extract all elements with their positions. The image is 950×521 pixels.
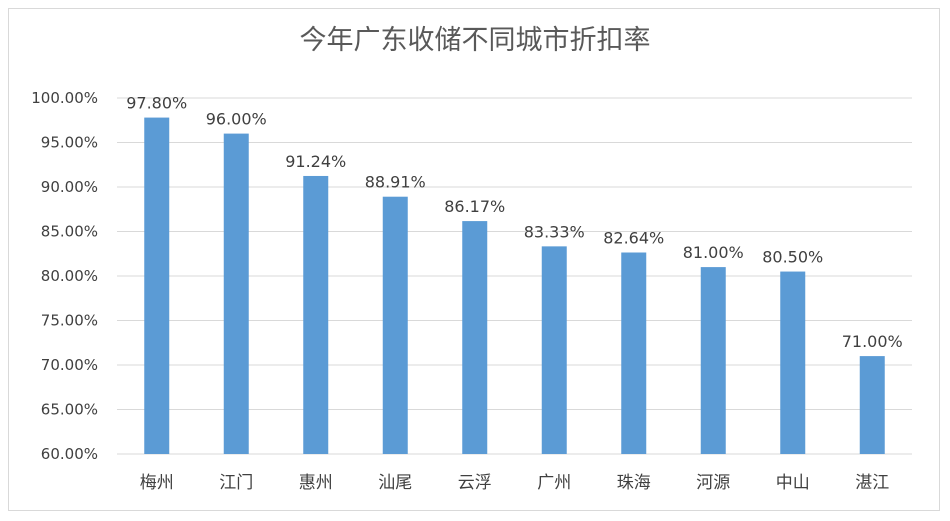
y-tick-label: 75.00%: [41, 312, 98, 330]
data-label: 88.91%: [365, 173, 426, 192]
y-tick-label: 65.00%: [41, 401, 98, 419]
x-category-label: 梅州: [140, 473, 174, 493]
x-category-label: 珠海: [617, 473, 651, 493]
y-tick-label: 90.00%: [41, 178, 98, 196]
x-category-label: 中山: [776, 473, 810, 493]
y-tick-label: 95.00%: [41, 134, 98, 152]
bar: [780, 271, 806, 454]
bar: [462, 221, 488, 454]
data-label: 81.00%: [683, 243, 744, 262]
bar: [223, 133, 249, 454]
x-category-label: 江门: [219, 473, 253, 493]
bar: [621, 252, 647, 454]
data-label: 86.17%: [444, 197, 505, 216]
y-tick-label: 80.00%: [41, 267, 98, 285]
x-category-label: 湛江: [855, 473, 889, 493]
x-category-label: 汕尾: [378, 473, 412, 493]
data-label: 82.64%: [603, 229, 664, 248]
x-category-label: 惠州: [299, 473, 333, 493]
bar: [144, 117, 170, 454]
bar: [303, 175, 329, 455]
data-label: 71.00%: [842, 332, 903, 351]
y-tick-label: 85.00%: [41, 223, 98, 241]
bar: [382, 196, 408, 455]
bar: [541, 246, 567, 454]
data-label: 91.24%: [285, 152, 346, 171]
data-label: 83.33%: [524, 222, 585, 241]
y-tick-label: 60.00%: [41, 445, 98, 463]
data-label: 97.80%: [126, 94, 187, 113]
data-label: 96.00%: [206, 110, 267, 129]
x-category-label: 河源: [696, 473, 730, 493]
bar: [859, 356, 885, 454]
x-category-label: 广州: [537, 473, 571, 493]
x-category-label: 云浮: [458, 473, 492, 493]
y-tick-label: 100.00%: [31, 89, 98, 107]
chart-title: 今年广东收储不同城市折扣率: [299, 25, 651, 56]
y-tick-label: 70.00%: [41, 356, 98, 374]
bar: [700, 267, 726, 454]
data-label: 80.50%: [762, 248, 823, 267]
